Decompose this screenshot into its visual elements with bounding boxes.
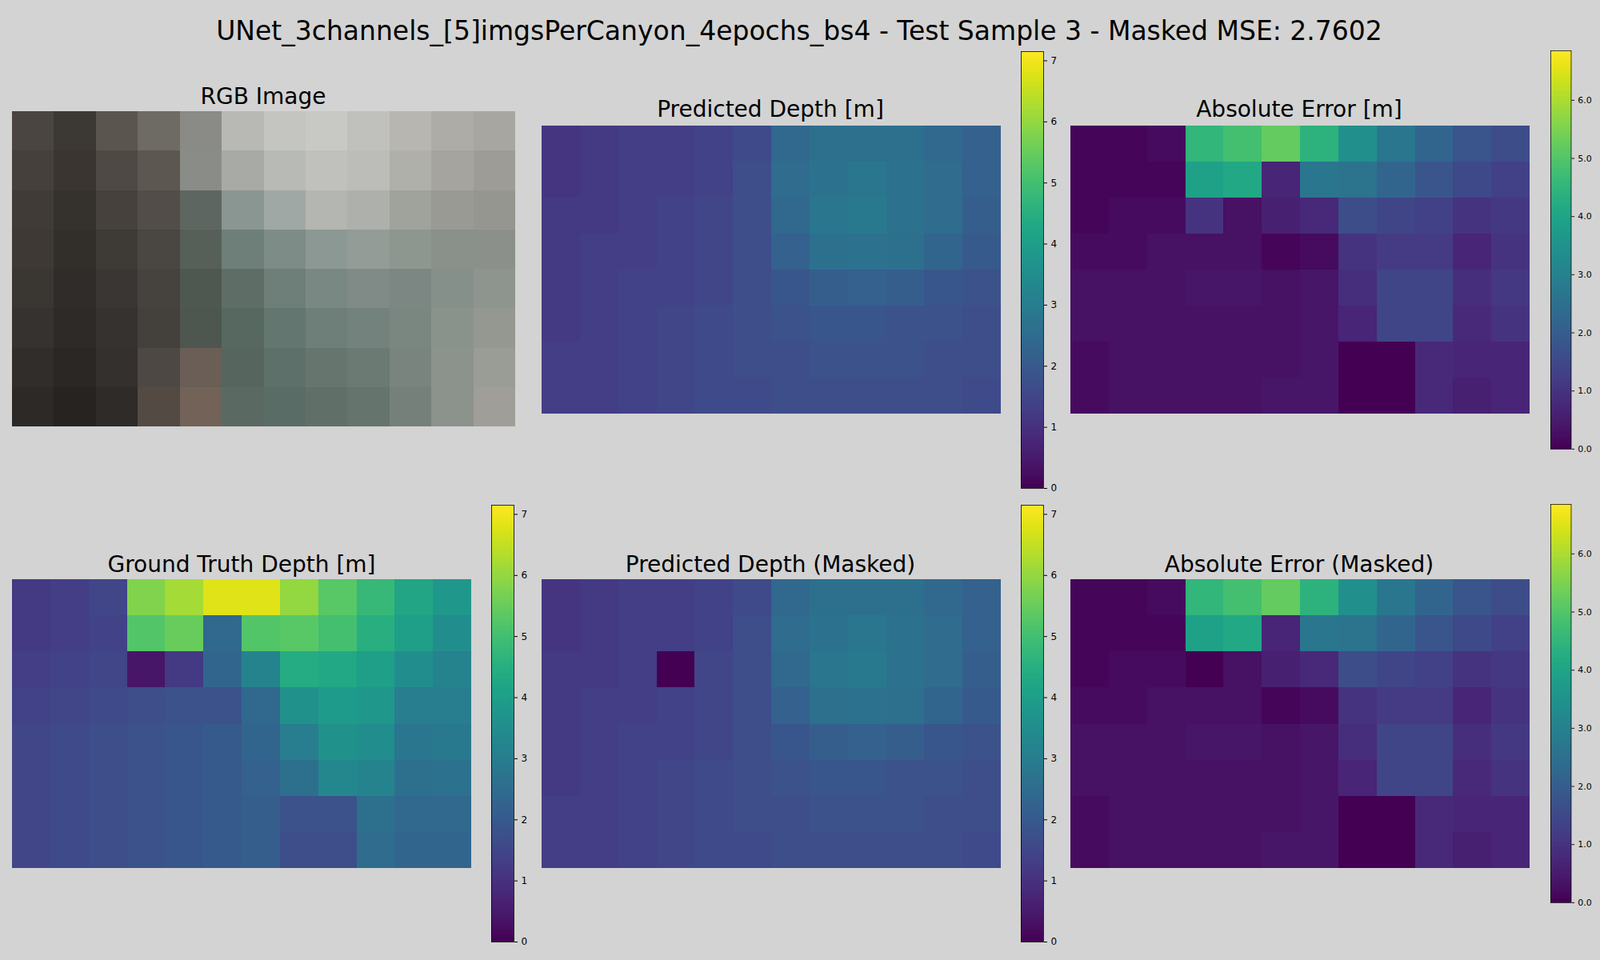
html-text:Predicted Depth [m]: Predicted Depth [m] <box>656 95 884 122</box>
svg-text:5: 5 <box>1051 631 1058 643</box>
svg-text:6: 6 <box>1051 569 1058 581</box>
svg-text:7: 7 <box>1051 55 1058 67</box>
svg-text:0.0: 0.0 <box>1577 897 1592 908</box>
svg-text:5.0: 5.0 <box>1577 607 1592 618</box>
html-text:RGB Image: RGB Image <box>200 82 326 110</box>
svg-text:4.0: 4.0 <box>1577 211 1592 222</box>
svg-text:2: 2 <box>521 814 528 826</box>
svg-text:7: 7 <box>1051 508 1058 520</box>
svg-text:1: 1 <box>521 875 528 887</box>
svg-text:5.0: 5.0 <box>1577 153 1592 164</box>
svg-text:2.0: 2.0 <box>1577 781 1592 792</box>
svg-text:2: 2 <box>1051 360 1058 372</box>
svg-text:1.0: 1.0 <box>1577 839 1592 850</box>
svg-text:5: 5 <box>1051 177 1058 189</box>
svg-text:2: 2 <box>1051 814 1058 826</box>
html-text:Predicted Depth (Masked): Predicted Depth (Masked) <box>625 550 916 578</box>
svg-text:3: 3 <box>1051 752 1058 764</box>
svg-text:4: 4 <box>521 692 528 704</box>
svg-text:6: 6 <box>521 569 528 581</box>
svg-text:7: 7 <box>521 508 528 520</box>
svg-text:3.0: 3.0 <box>1577 723 1592 734</box>
svg-text:4: 4 <box>1051 692 1058 704</box>
svg-text:2.0: 2.0 <box>1577 328 1592 339</box>
svg-text:1.0: 1.0 <box>1577 385 1592 396</box>
svg-text:1: 1 <box>1051 421 1058 433</box>
svg-text:3: 3 <box>1051 299 1058 311</box>
svg-text:6.0: 6.0 <box>1577 548 1592 560</box>
html-text:Ground Truth Depth [m]: Ground Truth Depth [m] <box>107 550 376 578</box>
svg-text:0: 0 <box>1051 482 1058 494</box>
svg-text:6: 6 <box>1051 116 1058 128</box>
svg-text:1: 1 <box>1051 875 1058 887</box>
svg-text:3: 3 <box>521 752 528 764</box>
svg-text:5: 5 <box>521 631 528 643</box>
html-text:UNet_3channels_[5]imgsPerCanyo: UNet_3channels_[5]imgsPerCanyon_4epochs_… <box>216 14 1383 46</box>
svg-text:0: 0 <box>521 936 528 948</box>
svg-text:4.0: 4.0 <box>1577 664 1592 676</box>
svg-text:0: 0 <box>1051 936 1058 948</box>
html-text:Absolute Error (Masked): Absolute Error (Masked) <box>1164 550 1434 578</box>
svg-text:0.0: 0.0 <box>1577 444 1592 455</box>
html-text:Absolute Error [m]: Absolute Error [m] <box>1196 95 1403 122</box>
svg-text:4: 4 <box>1051 238 1058 250</box>
svg-text:6.0: 6.0 <box>1577 95 1592 106</box>
svg-text:3.0: 3.0 <box>1577 269 1592 280</box>
